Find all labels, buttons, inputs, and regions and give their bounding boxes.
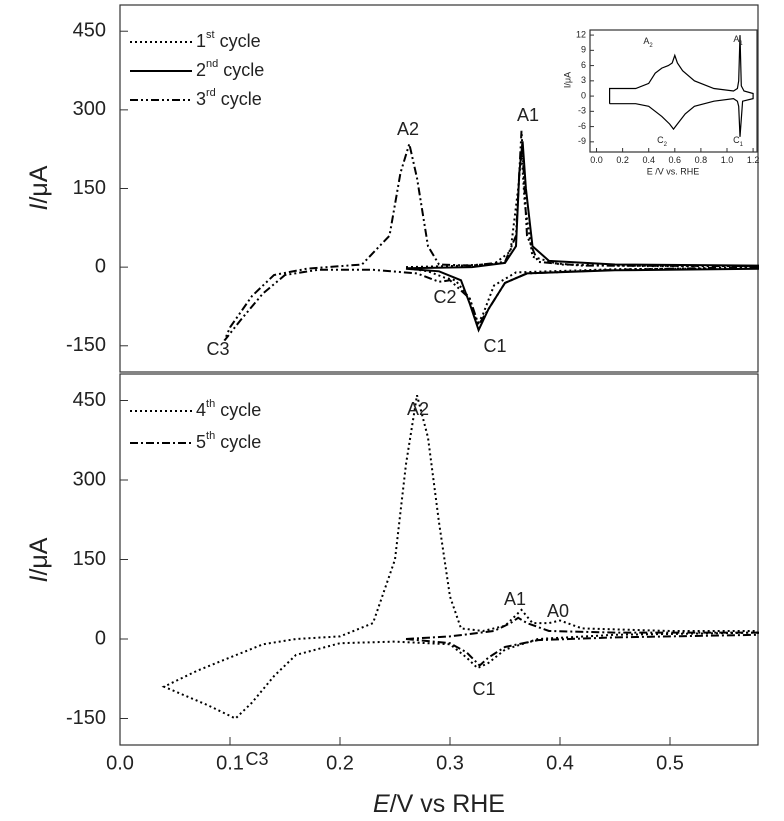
- text-part: /V vs RHE: [390, 790, 505, 818]
- y-tick-label: 450: [73, 19, 106, 41]
- cv-curve: [223, 130, 759, 342]
- peak-label: A1: [504, 589, 526, 609]
- text-part: 5: [196, 432, 206, 452]
- legend-label: 5th cycle: [196, 430, 261, 452]
- text-part: cycle: [216, 89, 262, 109]
- peak-label: C1: [472, 679, 495, 699]
- peak-label: A1: [517, 105, 539, 125]
- text-part: nd: [206, 58, 218, 70]
- y-tick-label: -3: [578, 106, 586, 116]
- plot-frame: [119, 373, 759, 746]
- text-part: st: [206, 29, 215, 41]
- y-tick-label: -9: [578, 136, 586, 146]
- x-tick-label: 0.5: [656, 752, 684, 774]
- cv-curve: [405, 141, 759, 333]
- x-tick-label: 0.2: [616, 155, 629, 165]
- text-part: /μA: [25, 537, 53, 575]
- y-tick-label: 150: [73, 548, 106, 570]
- x-tick-label: 0.8: [695, 155, 708, 165]
- text-part: cycle: [218, 60, 264, 80]
- x-tick-label: 0.4: [546, 752, 574, 774]
- y-axis-title: I/μA: [25, 537, 53, 582]
- y-tick-label: 6: [581, 60, 586, 70]
- peak-label: C3: [206, 339, 229, 359]
- x-tick-label: 0.4: [642, 155, 655, 165]
- x-tick-label: 0.0: [590, 155, 603, 165]
- text-part: 3: [196, 89, 206, 109]
- text-part: cycle: [215, 432, 261, 452]
- x-tick-label: 0.2: [326, 752, 354, 774]
- cv-curve: [609, 35, 754, 137]
- text-part: th: [206, 398, 215, 410]
- peak-label: A2: [397, 119, 419, 139]
- text-part: 4: [196, 400, 206, 420]
- y-axis-title: I/μA: [562, 72, 572, 88]
- x-tick-label: 0.6: [669, 155, 682, 165]
- cv-curve: [405, 151, 759, 328]
- text-part: A: [643, 36, 649, 46]
- y-tick-label: 0: [95, 255, 106, 277]
- peak-label: A0: [547, 601, 569, 621]
- y-tick-label: -6: [578, 121, 586, 131]
- text-part: rd: [206, 87, 216, 99]
- peak-label: C2: [433, 287, 456, 307]
- y-tick-label: 0: [581, 90, 586, 100]
- text-part: A: [733, 34, 739, 44]
- peak-label: C3: [245, 749, 268, 769]
- x-tick-label: 0.0: [106, 752, 134, 774]
- x-tick-label: 1.2: [747, 155, 760, 165]
- x-axis-title: E /V vs. RHE: [647, 166, 700, 176]
- peak-label: C1: [733, 135, 744, 147]
- peak-label: C1: [483, 336, 506, 356]
- y-tick-label: -150: [66, 707, 106, 729]
- y-tick-label: 150: [73, 177, 106, 199]
- x-tick-label: 0.1: [216, 752, 244, 774]
- cv-curve: [405, 616, 759, 667]
- y-tick-label: 450: [73, 389, 106, 411]
- y-tick-label: 9: [581, 45, 586, 55]
- text-part: 1: [740, 142, 744, 148]
- legend-label: 3rd cycle: [196, 87, 262, 109]
- text-part: C: [733, 135, 740, 145]
- text-part: cycle: [215, 31, 261, 51]
- x-tick-label: 0.3: [436, 752, 464, 774]
- peak-label: A2: [643, 36, 653, 48]
- legend-label: 2nd cycle: [196, 58, 264, 80]
- peak-label: A1: [733, 34, 743, 46]
- y-tick-label: 0: [95, 627, 106, 649]
- text-part: 2: [664, 142, 668, 148]
- text-part: 1: [196, 31, 206, 51]
- y-tick-label: 300: [73, 98, 106, 120]
- text-part: C: [657, 135, 664, 145]
- y-tick-label: -150: [66, 334, 106, 356]
- peak-label: C2: [657, 135, 668, 147]
- legend-label: 1st cycle: [196, 29, 261, 51]
- peak-label: A2: [407, 399, 429, 419]
- text-part: E: [373, 790, 390, 818]
- x-tick-label: 1.0: [721, 155, 734, 165]
- text-part: 2: [196, 60, 206, 80]
- y-tick-label: 12: [576, 29, 586, 39]
- y-tick-label: 3: [581, 75, 586, 85]
- legend-label: 4th cycle: [196, 398, 261, 420]
- text-part: I: [25, 203, 53, 210]
- text-part: th: [206, 430, 215, 442]
- text-part: I: [25, 575, 53, 582]
- text-part: /μA: [25, 165, 53, 203]
- plot-frame: [589, 29, 758, 153]
- text-part: 1: [739, 41, 743, 47]
- y-axis-title: I/μA: [25, 165, 53, 210]
- x-axis-title: E/V vs RHE: [373, 790, 505, 818]
- cv-curve: [161, 394, 759, 720]
- text-part: 2: [649, 43, 653, 49]
- text-part: cycle: [215, 400, 261, 420]
- y-tick-label: 300: [73, 468, 106, 490]
